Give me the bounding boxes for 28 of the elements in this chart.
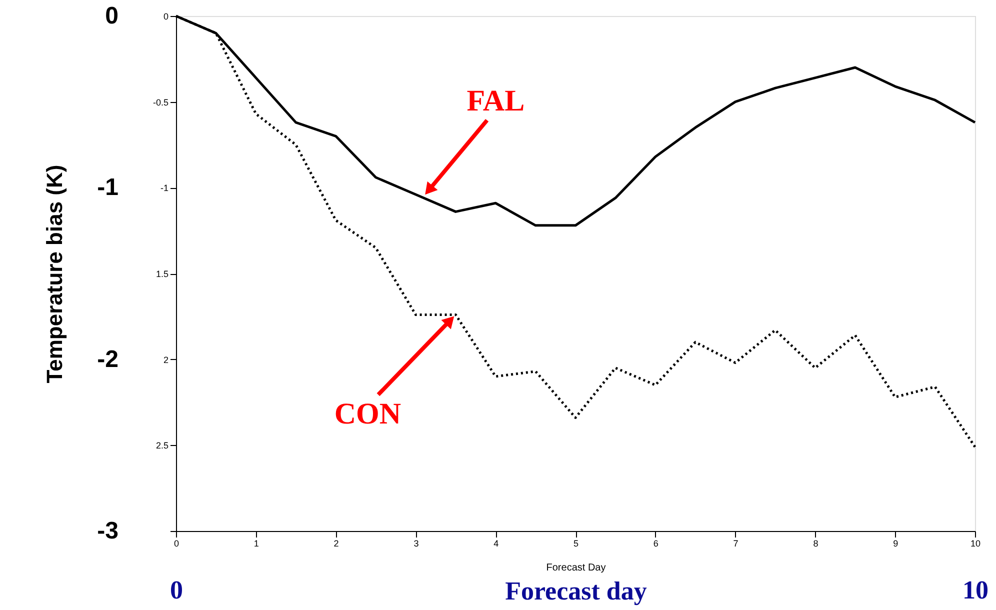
- y-tick-label: 0: [105, 2, 118, 30]
- y2-tick-label: 2: [163, 354, 168, 365]
- x-tick-label: 8: [813, 538, 818, 548]
- x-axis-title: Forecast Day: [546, 562, 606, 574]
- x2-axis-title: Forecast day: [505, 576, 647, 606]
- x-tick-label: 6: [653, 538, 658, 548]
- x-tick-label: 5: [573, 538, 579, 548]
- y-tick-label: -1: [97, 174, 118, 202]
- y2-tick-label: -0.5: [152, 97, 168, 108]
- annotation: FAL: [466, 84, 525, 118]
- x-tick-label: 1: [254, 538, 259, 548]
- y2-tick-label: 2.5: [156, 440, 168, 451]
- x-tick-label: 7: [733, 538, 738, 548]
- x-tick-label: 0: [174, 538, 180, 548]
- y-tick-label: -3: [97, 518, 118, 544]
- y-tick-label: -2: [97, 346, 118, 373]
- y2-tick-label: 1.5: [156, 269, 168, 279]
- x-tick-label: 2: [334, 538, 339, 548]
- x2-tick-label: 10: [962, 576, 988, 604]
- x2-tick-label: 0: [170, 576, 183, 604]
- x-tick-label: 9: [893, 538, 898, 548]
- y2-tick-label: -1: [160, 183, 168, 194]
- x-tick-label: 3: [414, 538, 419, 548]
- x-tick-label: 4: [494, 538, 499, 548]
- x-tick-label: 10: [970, 538, 981, 548]
- y2-tick-label: 0: [163, 12, 168, 22]
- annotation: CON: [334, 398, 402, 431]
- y-axis-title: Temperature bias (K): [42, 164, 68, 384]
